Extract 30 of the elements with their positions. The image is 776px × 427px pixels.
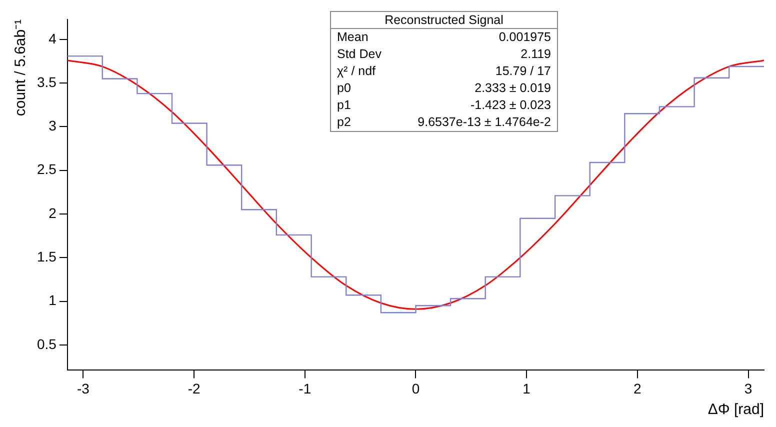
annotation: p0 — [337, 80, 351, 97]
annotation: 2.333 ± 0.019 — [474, 80, 551, 97]
x-tick-label: 0 — [412, 380, 420, 396]
annotation: Reconstructed Signal — [331, 12, 557, 29]
x-tick-label: -2 — [188, 380, 200, 396]
annotation: 2.119 — [520, 46, 551, 63]
annotation: χ² / ndf — [337, 63, 376, 80]
x-tick-label: 1 — [522, 380, 531, 396]
annotation: Mean — [337, 29, 368, 46]
y-tick-label: 2 — [48, 204, 57, 221]
y-tick-label: 3 — [48, 118, 57, 134]
annotation: 15.79 / 17 — [495, 63, 551, 80]
y-tick-label: 3.5 — [36, 74, 57, 90]
annotation: 9.6537e-13 ± 1.4764e-2 — [418, 114, 551, 131]
annotation: p2 — [337, 114, 351, 131]
x-axis-title: ΔΦ [rad] — [708, 401, 764, 418]
y-tick-label: 1 — [48, 292, 57, 308]
annotation: -1.423 ± 0.023 — [470, 97, 551, 114]
y-axis-title: count / 5.6ab⁻¹ — [12, 19, 30, 116]
x-tick-label: 3 — [744, 380, 752, 396]
annotation: Std Dev — [337, 46, 382, 63]
y-tick-label: 2.5 — [36, 161, 57, 178]
y-tick-label: 1.5 — [36, 248, 57, 264]
x-tick-label: 2 — [634, 380, 642, 396]
y-tick-label: 4 — [48, 30, 57, 46]
x-tick-label: -1 — [298, 380, 312, 396]
x-tick-label: -3 — [76, 380, 90, 396]
annotation: 0.001975 — [498, 29, 551, 46]
y-tick-label: 0.5 — [36, 336, 57, 352]
annotation: p1 — [337, 97, 351, 114]
